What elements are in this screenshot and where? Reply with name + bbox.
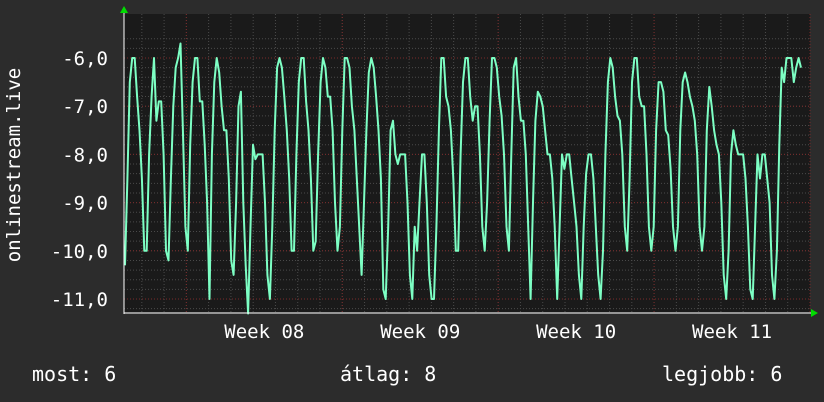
y-tick-label: -11,0 — [51, 289, 108, 311]
y-tick-label: -10,0 — [51, 241, 108, 263]
x-axis-ticks: Week 08 Week 09 Week 10 Week 11 — [224, 321, 772, 343]
plot-area — [124, 14, 810, 312]
series-line — [124, 42, 802, 315]
best-value: legjobb: 6 — [662, 362, 783, 386]
x-tick-label: Week 08 — [224, 321, 304, 343]
y-axis-arrow-icon — [120, 6, 128, 13]
y-axis-ticks: -6,0 -7,0 -8,0 -9,0 -10,0 -11,0 — [51, 48, 108, 311]
x-tick-label: Week 09 — [380, 321, 460, 343]
average-value: átlag: 8 — [340, 362, 437, 386]
x-axis-arrow-icon — [811, 309, 818, 317]
y-tick-label: -7,0 — [62, 96, 108, 118]
y-tick-label: -6,0 — [62, 48, 108, 70]
y-tick-label: -8,0 — [62, 144, 108, 166]
y-axis-title: onlinestream.live — [3, 68, 25, 262]
current-value: most: 6 — [32, 362, 117, 386]
x-tick-label: Week 10 — [536, 321, 616, 343]
x-tick-label: Week 11 — [692, 321, 772, 343]
y-tick-label: -9,0 — [62, 193, 108, 215]
